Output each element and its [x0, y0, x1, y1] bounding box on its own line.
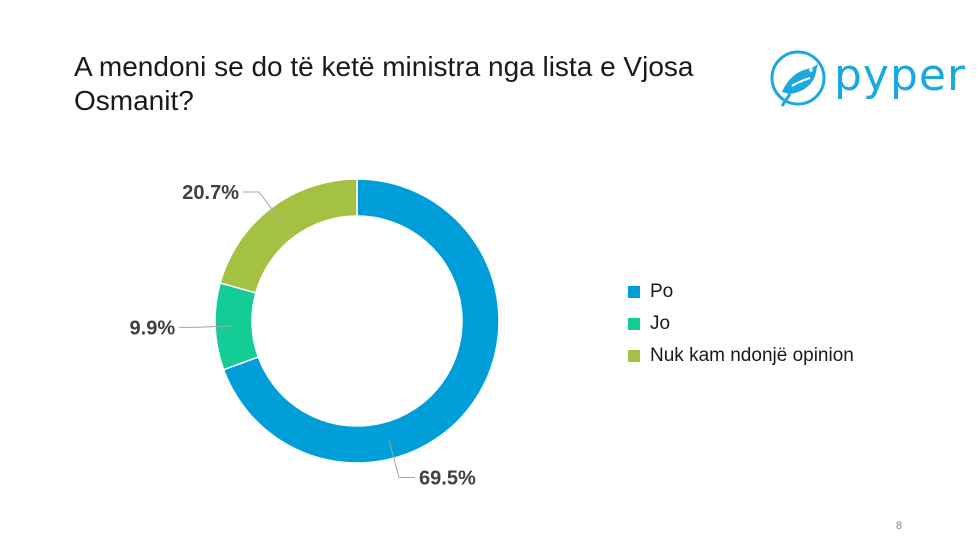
chart-legend: Po Jo Nuk kam ndonjë opinion	[628, 276, 854, 372]
legend-swatch-po	[628, 286, 640, 298]
legend-swatch-jo	[628, 318, 640, 330]
slice-po	[222, 178, 500, 464]
legend-label-jo: Jo	[650, 313, 671, 334]
logo-wordmark: pyper	[834, 50, 967, 101]
data-label-po: 69.5%	[419, 467, 476, 489]
data-label-no-opinion: 20.7%	[182, 182, 239, 204]
legend-item-po: Po	[628, 276, 854, 308]
leader-line	[243, 191, 283, 223]
page-number: 8	[896, 520, 903, 532]
legend-item-no-opinion: Nuk kam ndonjë opinion	[628, 340, 854, 372]
leader-line	[179, 325, 234, 328]
legend-label-no-opinion: Nuk kam ndonjë opinion	[650, 345, 854, 366]
legend-swatch-no-opinion	[628, 350, 640, 362]
slide-title: A mendoni se do të ketë ministra nga lis…	[74, 51, 694, 116]
pyper-logo: pyper	[768, 48, 965, 112]
legend-label-po: Po	[650, 281, 674, 302]
legend-item-jo: Jo	[628, 308, 854, 340]
data-label-jo: 9.9%	[130, 317, 176, 339]
bird-icon	[770, 50, 826, 107]
slice-no-opinion	[219, 178, 358, 294]
leader-line	[388, 440, 416, 478]
